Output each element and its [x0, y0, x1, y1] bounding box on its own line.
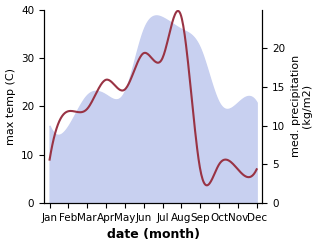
Y-axis label: med. precipitation
(kg/m2): med. precipitation (kg/m2) [291, 55, 313, 158]
X-axis label: date (month): date (month) [107, 228, 200, 242]
Y-axis label: max temp (C): max temp (C) [5, 68, 16, 145]
